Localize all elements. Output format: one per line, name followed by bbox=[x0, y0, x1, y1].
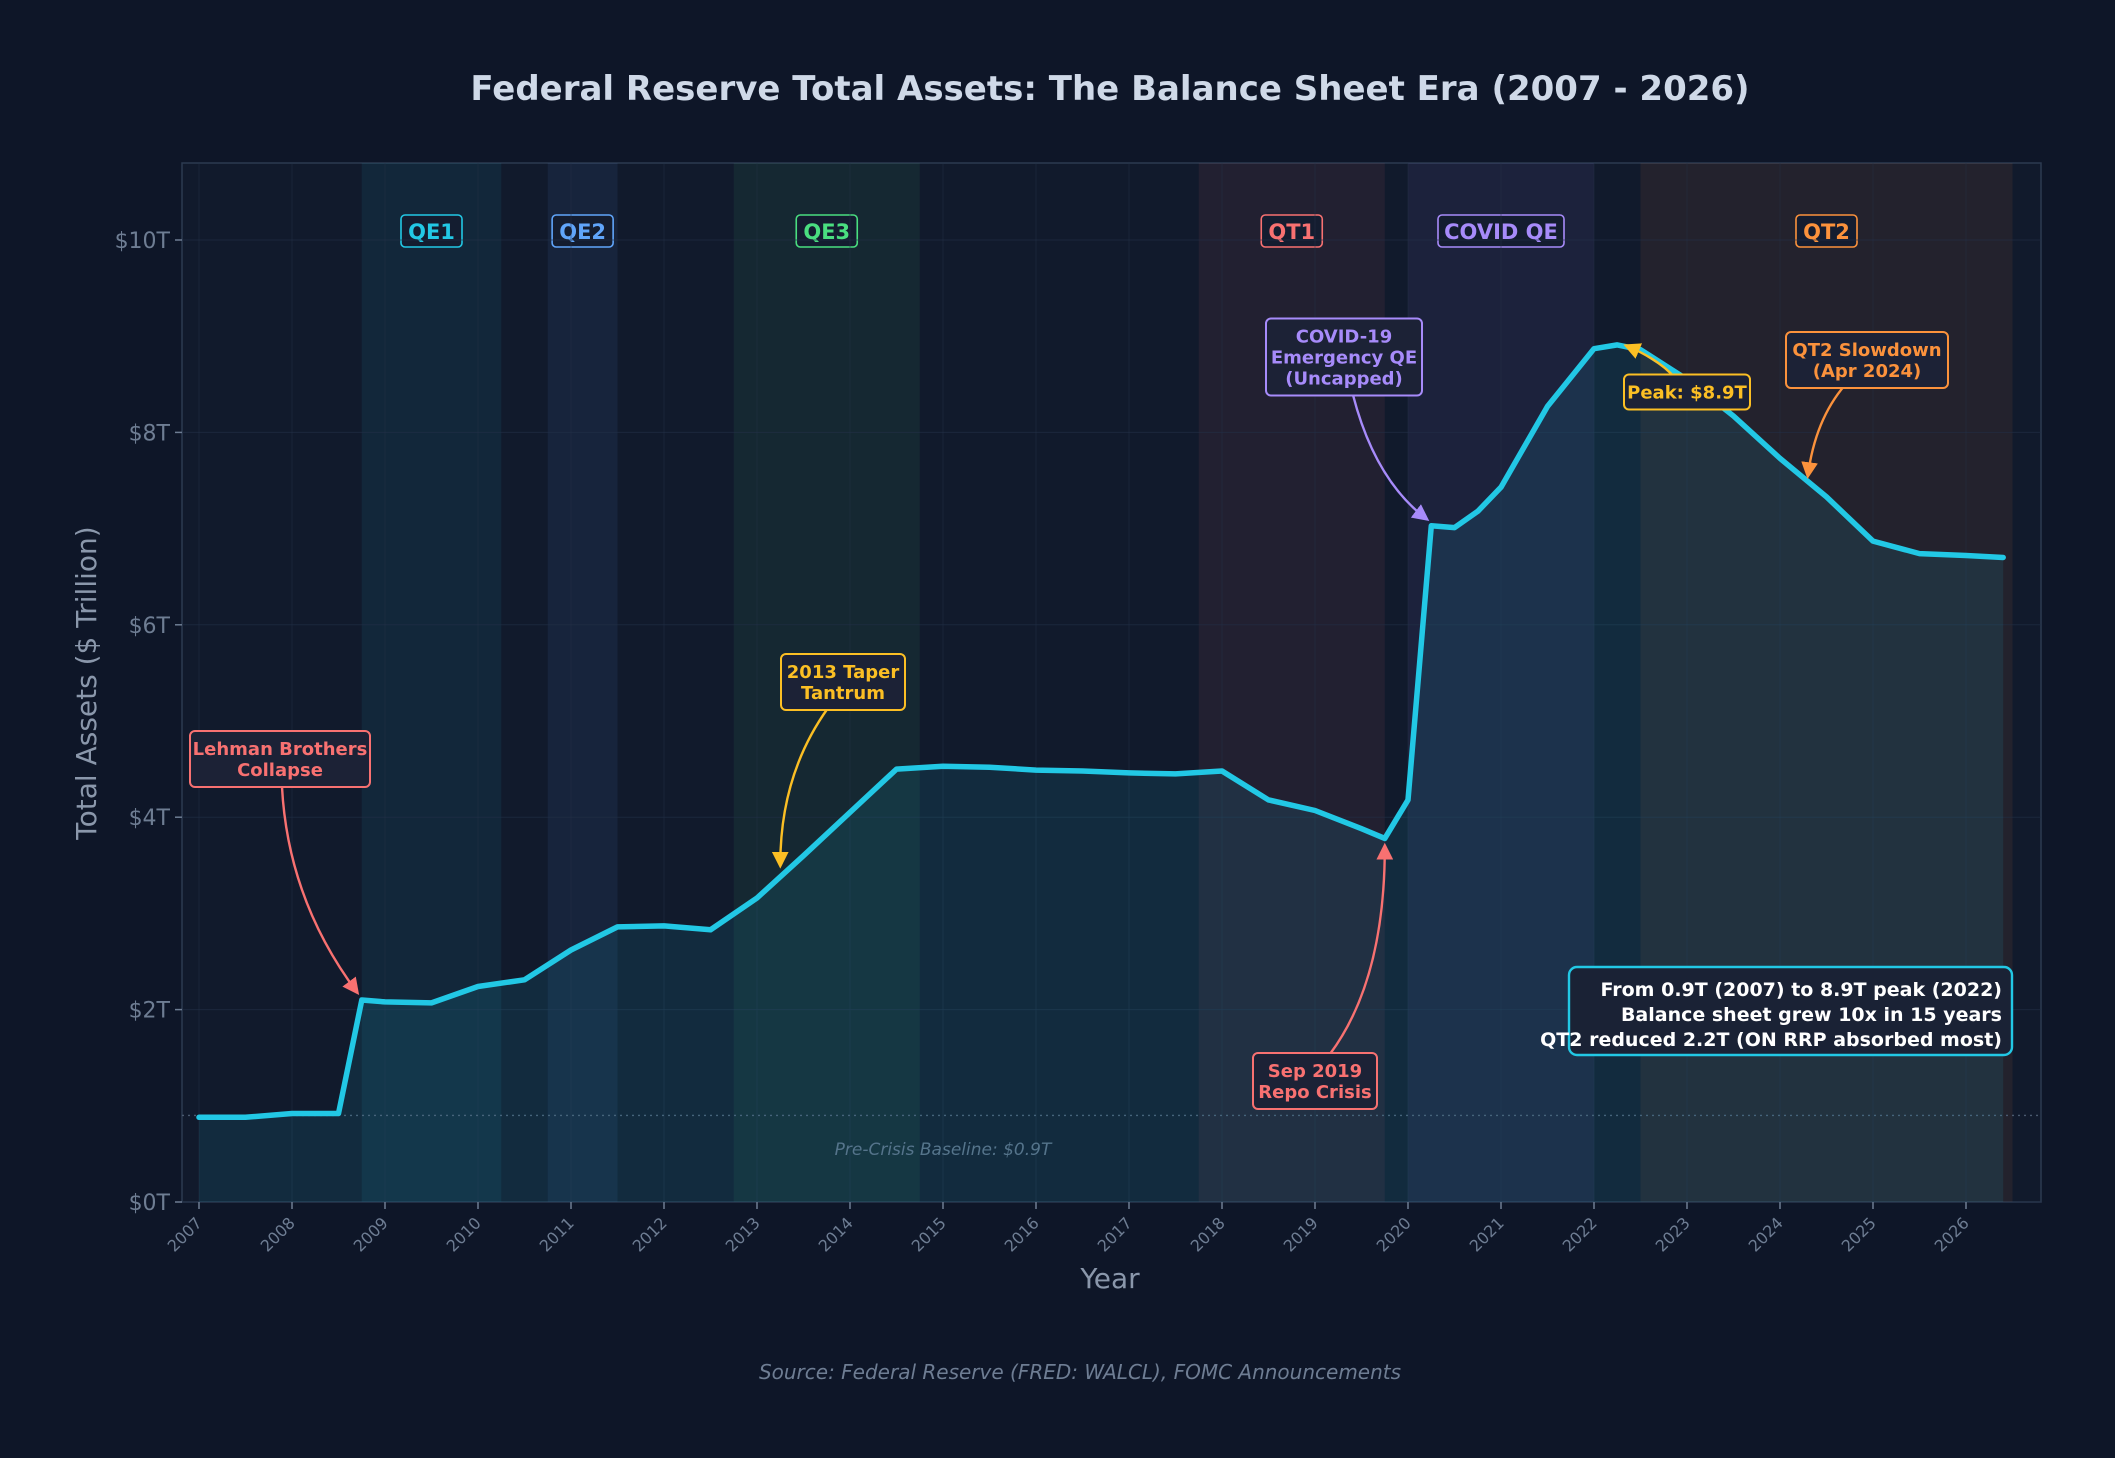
annotation-arrow-taper bbox=[771, 707, 829, 869]
annotation-text-taper-0: 2013 Taper bbox=[787, 662, 900, 683]
x-tick-label-17: 2024 bbox=[1745, 1213, 1787, 1255]
x-tick-label-0: 2007 bbox=[164, 1213, 206, 1255]
region-band-4 bbox=[1408, 163, 1594, 1202]
annotation-text-peak-0: Peak: $8.9T bbox=[1627, 383, 1747, 404]
annotation-arrow-qt2slow bbox=[1801, 384, 1846, 480]
region-label-box-2 bbox=[795, 214, 859, 248]
x-tick-label-15: 2022 bbox=[1559, 1213, 1601, 1255]
y-tick-label-1: $2T bbox=[129, 999, 171, 1024]
annotation-box-covid bbox=[1265, 317, 1423, 397]
region-label-box-4 bbox=[1437, 214, 1565, 248]
annotation-text-repo-1: Repo Crisis bbox=[1258, 1082, 1371, 1103]
x-tick-label-13: 2020 bbox=[1373, 1213, 1415, 1255]
annotation-box-peak bbox=[1623, 373, 1751, 411]
x-tick-label-3: 2010 bbox=[443, 1213, 485, 1255]
x-tick-label-6: 2013 bbox=[722, 1213, 764, 1255]
annotation-text-taper-1: Tantrum bbox=[801, 683, 885, 704]
x-tick-label-4: 2011 bbox=[536, 1213, 578, 1255]
summary-line-1: Balance sheet grew 10x in 15 years bbox=[1621, 1004, 2002, 1026]
x-tick-label-16: 2023 bbox=[1652, 1213, 1694, 1255]
y-tick-label-2: $4T bbox=[129, 806, 171, 831]
x-axis: 2007 2008 2009 2010 2011 2012 2013 2014 2015 2016… bbox=[164, 1202, 1973, 1256]
source-note: Source: Federal Reserve (FRED: WALCL), F… bbox=[759, 1360, 1401, 1384]
chart-title: Federal Reserve Total Assets: The Balanc… bbox=[470, 69, 1749, 109]
y-tick-label-0: $0T bbox=[129, 1191, 171, 1216]
series bbox=[196, 342, 2006, 1202]
summary-box: From 0.9T (2007) to 8.9T peak (2022) Bala… bbox=[1540, 965, 2014, 1057]
series-line bbox=[196, 342, 2006, 1121]
annotation-text-lehman-1: Collapse bbox=[237, 760, 323, 781]
annotation-text-covid-0: COVID-19 bbox=[1296, 327, 1392, 348]
region-band-1 bbox=[547, 163, 618, 1202]
region-band-0 bbox=[361, 163, 502, 1202]
x-tick-label-18: 2025 bbox=[1838, 1213, 1880, 1255]
x-tick-label-10: 2017 bbox=[1094, 1213, 1136, 1255]
y-tick-label-5: $10T bbox=[115, 229, 171, 254]
y-tick-label-3: $6T bbox=[129, 614, 171, 639]
summary-box-frame bbox=[1567, 965, 2014, 1057]
annotation-box-lehman bbox=[189, 730, 371, 788]
x-axis-label: Year bbox=[1079, 1262, 1140, 1295]
x-tick-label-12: 2019 bbox=[1280, 1213, 1322, 1255]
annotation-box-repo bbox=[1252, 1052, 1378, 1110]
baseline: Pre-Crisis Baseline: $0.9T bbox=[182, 1114, 2041, 1160]
annotation-arrow-covid bbox=[1351, 394, 1430, 522]
y-tick-label-4: $8T bbox=[129, 421, 171, 446]
annotation-text-lehman-0: Lehman Brothers bbox=[193, 739, 368, 760]
x-tick-label-8: 2015 bbox=[908, 1213, 950, 1255]
annotation-text-covid-1: Emergency QE bbox=[1271, 348, 1417, 369]
annotation-box-taper bbox=[780, 653, 906, 711]
x-tick-label-11: 2018 bbox=[1187, 1213, 1229, 1255]
annotation-text-repo-0: Sep 2019 bbox=[1268, 1061, 1362, 1082]
x-tick-label-1: 2008 bbox=[257, 1213, 299, 1255]
x-tick-label-2: 2009 bbox=[350, 1213, 392, 1255]
annotation-text-qt2slow-1: (Apr 2024) bbox=[1813, 361, 1922, 382]
annotation-box-qt2slow bbox=[1785, 331, 1949, 389]
baseline-label: Pre-Crisis Baseline: $0.9T bbox=[835, 1140, 1053, 1160]
x-tick-label-5: 2012 bbox=[629, 1213, 671, 1255]
y-axis-label: Total Assets ($ Trillion) bbox=[70, 526, 103, 840]
region-label-box-3 bbox=[1260, 214, 1324, 248]
x-tick-label-14: 2021 bbox=[1466, 1213, 1508, 1255]
y-axis: $0T $2T $4T $6T $8T $10T bbox=[115, 229, 182, 1216]
x-tick-label-19: 2026 bbox=[1931, 1213, 1973, 1255]
region-label-box-1 bbox=[551, 214, 614, 248]
summary-line-2: QT2 reduced 2.2T (ON RRP absorbed most) bbox=[1540, 1029, 2002, 1051]
region-label-box-0 bbox=[400, 214, 463, 248]
x-tick-label-9: 2016 bbox=[1001, 1213, 1043, 1255]
summary-line-0: From 0.9T (2007) to 8.9T peak (2022) bbox=[1601, 979, 2003, 1001]
x-tick-label-7: 2014 bbox=[815, 1213, 857, 1255]
annotation-text-qt2slow-0: QT2 Slowdown bbox=[1792, 340, 1941, 361]
annotation-arrow-repo bbox=[1329, 842, 1394, 1055]
annotation-arrow-lehman bbox=[280, 786, 360, 995]
annotation-text-covid-2: (Uncapped) bbox=[1285, 369, 1403, 390]
region-label-box-5 bbox=[1795, 214, 1858, 248]
